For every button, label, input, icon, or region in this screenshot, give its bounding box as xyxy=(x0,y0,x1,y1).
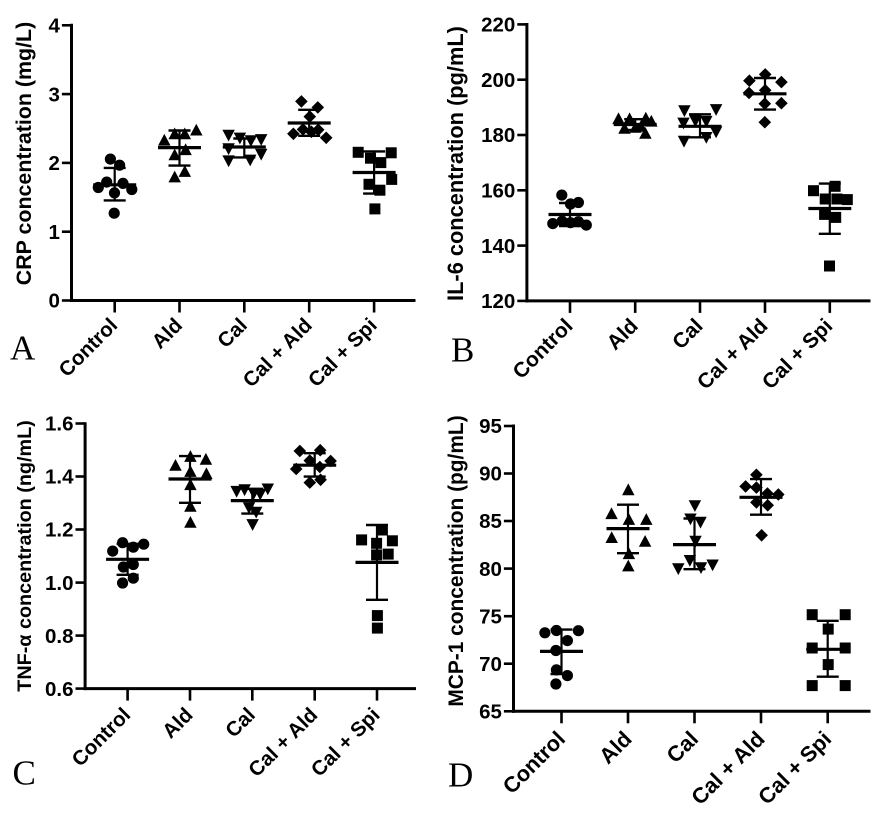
svg-text:70: 70 xyxy=(479,653,502,676)
svg-text:A: A xyxy=(10,329,36,368)
svg-text:160: 160 xyxy=(481,180,515,203)
svg-text:1.0: 1.0 xyxy=(45,572,74,595)
svg-text:2: 2 xyxy=(48,152,59,175)
svg-text:1: 1 xyxy=(48,221,59,244)
svg-text:0.8: 0.8 xyxy=(45,625,74,648)
svg-text:1.6: 1.6 xyxy=(45,413,74,436)
svg-text:MCP-1 concentration (pg/mL): MCP-1 concentration (pg/mL) xyxy=(445,415,468,706)
svg-text:120: 120 xyxy=(481,290,515,313)
svg-text:0.6: 0.6 xyxy=(45,678,74,701)
svg-text:IL-6 concentration (pg/mL): IL-6 concentration (pg/mL) xyxy=(443,26,468,301)
svg-text:0: 0 xyxy=(48,290,59,313)
svg-text:200: 200 xyxy=(481,69,515,92)
svg-text:180: 180 xyxy=(481,124,515,147)
svg-text:90: 90 xyxy=(479,463,502,486)
svg-text:D: D xyxy=(448,756,473,795)
svg-text:220: 220 xyxy=(481,14,515,37)
svg-text:80: 80 xyxy=(479,558,502,581)
svg-text:95: 95 xyxy=(479,415,502,438)
svg-text:1.2: 1.2 xyxy=(45,519,74,542)
svg-text:140: 140 xyxy=(481,235,515,258)
svg-text:C: C xyxy=(13,754,36,793)
svg-text:75: 75 xyxy=(479,605,502,628)
svg-text:B: B xyxy=(451,331,474,370)
svg-text:CRP concentration (mg/L): CRP concentration (mg/L) xyxy=(12,22,36,285)
svg-text:3: 3 xyxy=(48,83,59,106)
svg-text:65: 65 xyxy=(479,701,502,724)
svg-text:TNF-α concentration (ng/mL): TNF-α concentration (ng/mL) xyxy=(14,420,36,692)
svg-text:4: 4 xyxy=(48,15,60,38)
svg-text:85: 85 xyxy=(479,510,502,533)
svg-text:1.4: 1.4 xyxy=(45,466,74,489)
